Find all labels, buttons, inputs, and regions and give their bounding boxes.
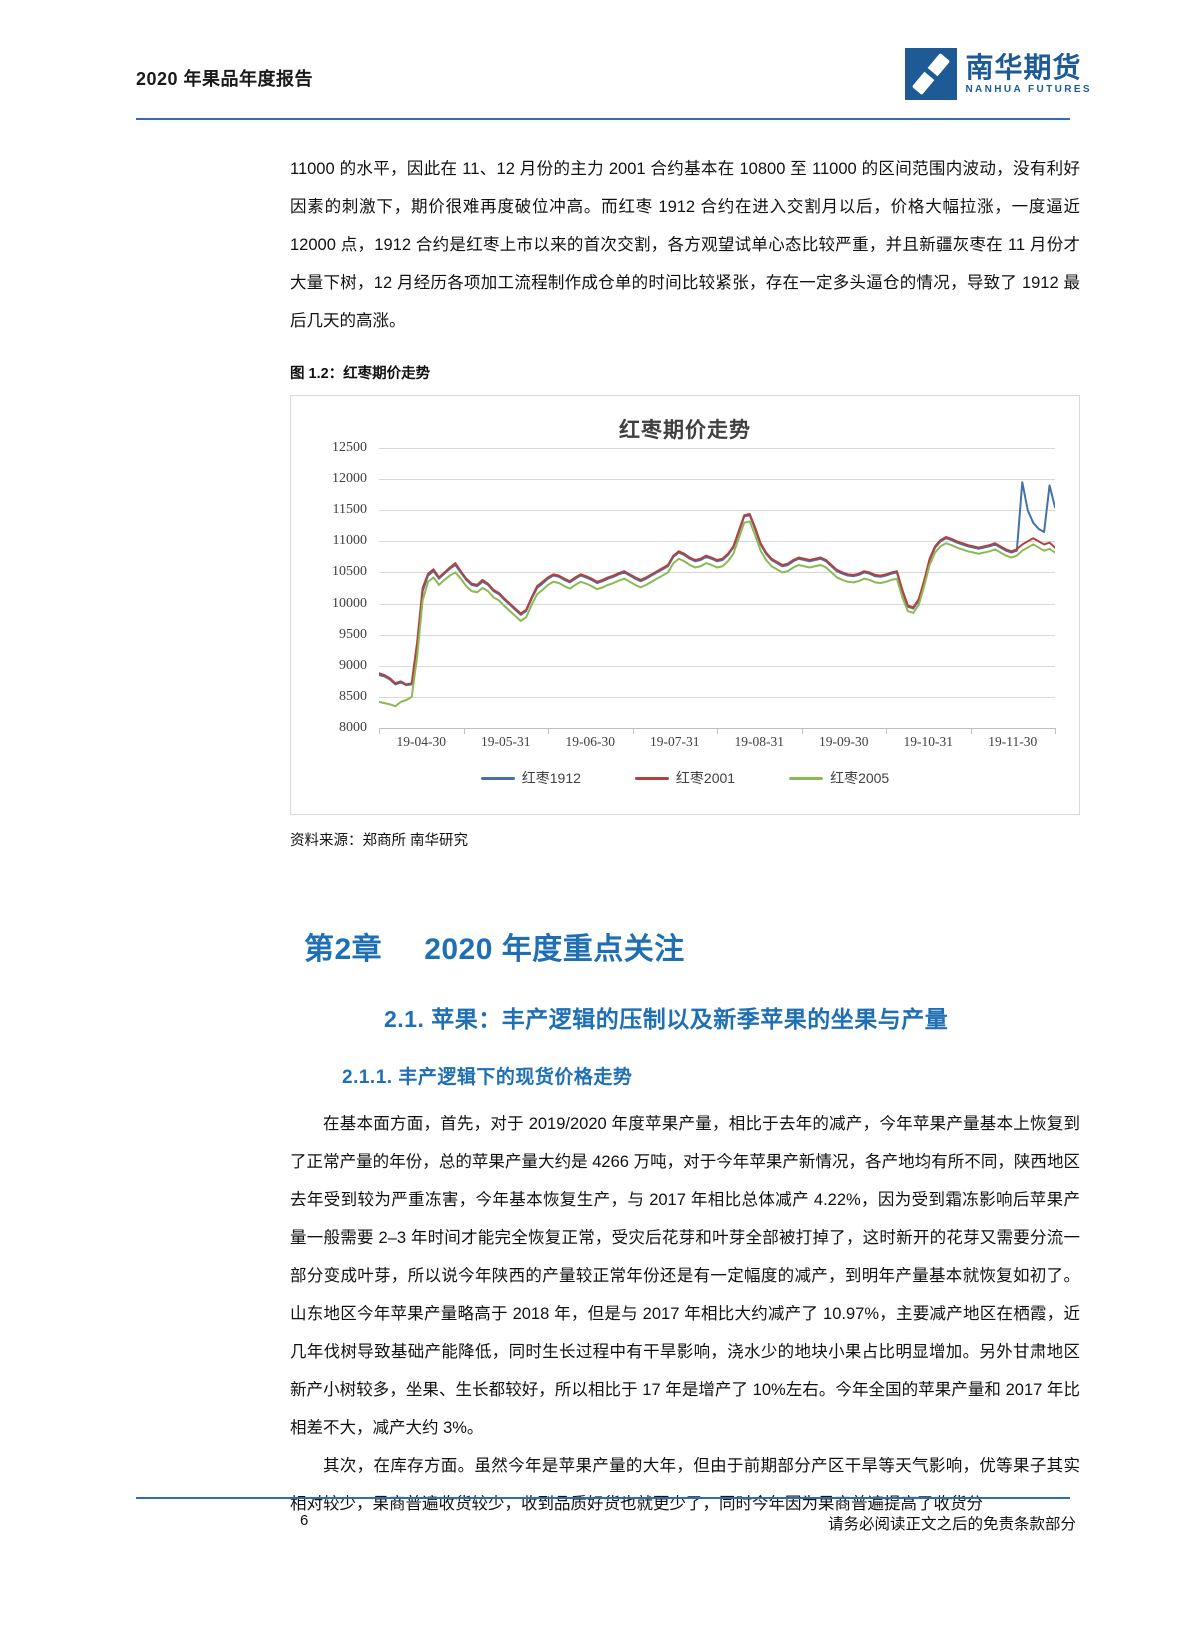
company-logo: 南华期货 NANHUA FUTURES [905, 48, 1092, 100]
chapter-title: 2020 年度重点关注 [424, 933, 685, 966]
chart-x-tick: 19-08-31 [734, 734, 785, 749]
chart-gridline [379, 572, 1055, 574]
chart-gridline [379, 479, 1055, 481]
footer-divider [136, 1497, 1070, 1499]
chart-x-tickmark [463, 728, 465, 734]
chart-x-tickmark [886, 728, 887, 734]
logo-chinese-name: 南华期货 [965, 51, 1082, 83]
legend-item: 红枣2001 [634, 768, 736, 788]
page-header: 2020 年果品年度报告 南华期货 NANHUA FUTURES [0, 0, 1200, 122]
chart-x-tickmark [970, 728, 972, 734]
chart-line-红枣2005 [379, 520, 1055, 708]
chart-y-tick: 8500 [339, 688, 367, 704]
chart-plot-area [379, 448, 1055, 728]
nanhua-logo-icon [905, 48, 958, 100]
chart-line-红枣2001 [379, 512, 1055, 686]
chart-line-红枣1912 [379, 481, 1055, 687]
header-divider [136, 118, 1070, 120]
chart-gridline [379, 634, 1055, 636]
logo-english-name: NANHUA FUTURES [965, 84, 1092, 96]
chart-x-tick: 19-11-30 [988, 734, 1038, 749]
chart-x-tick: 19-07-31 [650, 734, 700, 749]
page-number: 6 [300, 1512, 309, 1529]
chart-x-tick: 19-06-30 [565, 734, 616, 749]
chart-y-tick: 12000 [332, 471, 367, 487]
chart-y-tick: 9500 [339, 626, 367, 642]
page-content: 11000 的水平，因此在 11、12 月份的主力 2001 合约基本在 108… [290, 150, 1080, 1523]
chart-y-tick: 11000 [332, 533, 367, 549]
chart-x-tick: 19-09-30 [819, 734, 869, 749]
chart-gridline [379, 510, 1055, 512]
legend-item: 红枣1912 [480, 768, 581, 788]
chart-legend: 红枣1912 红枣2001 红枣2005 [291, 768, 1079, 788]
chart-y-tick: 10500 [332, 564, 367, 580]
chart-x-tickmark [1055, 728, 1056, 734]
chart-y-tick: 12500 [332, 440, 367, 455]
chart-x-tickmark [379, 728, 380, 734]
chart-y-tick: 11500 [332, 502, 367, 518]
footer-disclaimer: 请务必阅读正文之后的免责条款部分 [827, 1516, 1076, 1533]
chapter-heading: 第2章 2020 年度重点关注 [290, 924, 1080, 968]
paragraph-supply: 在基本面方面，首先，对于 2019/2020 年度苹果产量，相比于去年的减产，今… [290, 1115, 1080, 1437]
chart-x-tick: 19-10-31 [903, 734, 954, 749]
chart-gridline [379, 448, 1055, 449]
chart-y-axis-labels: 8000 8500 9000 9500 10000 10500 11000 11500 1200… [291, 440, 373, 735]
paragraph-intro: 11000 的水平，因此在 11、12 月份的主力 2001 合约基本在 108… [290, 160, 1080, 330]
chart-series-svg [379, 481, 1055, 708]
legend-item: 红枣2005 [789, 768, 889, 788]
chart-x-tick: 19-05-31 [481, 734, 531, 749]
legend-label: 红枣1912 [521, 770, 581, 786]
chart-gridline [379, 541, 1055, 543]
chart-y-tick: 8000 [339, 720, 367, 735]
section-heading: 2.1. 苹果：丰产逻辑的压制以及新季苹果的坐果与产量 [384, 1006, 949, 1032]
chart-y-tick: 9000 [339, 657, 367, 673]
legend-swatch-icon [789, 776, 824, 780]
figure-caption: 图 1.2：红枣期价走势 [290, 366, 431, 382]
chart-gridline [379, 665, 1055, 667]
legend-swatch-icon [634, 776, 669, 780]
legend-label: 红枣2005 [830, 770, 890, 786]
chart-x-tickmark [717, 728, 718, 734]
header-title: 2020 年果品年度报告 [136, 69, 314, 89]
chart-title: 红枣期价走势 [619, 419, 751, 442]
subsection-heading: 2.1.1. 丰产逻辑下的现货价格走势 [342, 1067, 633, 1088]
chart-gridline [379, 696, 1055, 698]
chapter-number: 第2章 [304, 933, 383, 966]
chart-x-tickmark [548, 728, 549, 734]
chart-gridline [379, 603, 1055, 605]
chart-x-tickmark [801, 728, 803, 734]
chart-x-tickmark [632, 728, 634, 734]
chart-y-tick: 10000 [332, 595, 367, 611]
figure-source: 资料来源：郑商所 南华研究 [290, 833, 469, 849]
legend-swatch-icon [480, 776, 515, 780]
chart-x-tick: 19-04-30 [396, 734, 447, 749]
legend-label: 红枣2001 [675, 770, 736, 786]
price-trend-chart: 红枣期价走势 8000 8500 9000 9500 10000 10500 11000 11… [290, 395, 1080, 815]
paragraph-inventory: 其次，在库存方面。虽然今年是苹果产量的大年，但由于前期部分产区干旱等天气影响，优… [290, 1457, 1080, 1513]
chart-x-axis-labels: 19-04-30 19-05-31 19-06-30 19-07-31 19-08-31… [379, 734, 1055, 758]
